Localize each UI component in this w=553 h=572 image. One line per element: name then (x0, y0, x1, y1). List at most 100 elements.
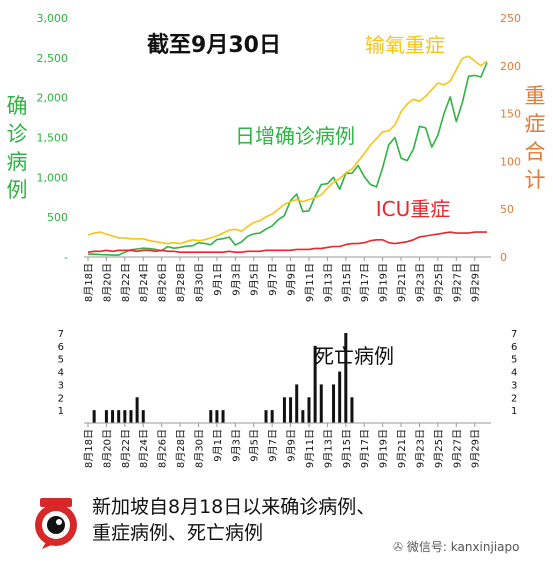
top-x-axis-tick-label: 9月23日 (414, 263, 426, 302)
bottom-x-axis-tick-label: 9月29日 (470, 429, 482, 468)
right-tick-label: 250 (500, 12, 521, 25)
left-tick-label: - (64, 251, 68, 264)
bottom-x-axis-tick-label: 8月24日 (138, 429, 150, 468)
series-line-输氧重症 (87, 55, 488, 245)
footer-line-1: 新加坡自8月18日以来确诊病例、 (92, 496, 376, 518)
top-x-axis-tick-label: 8月18日 (83, 263, 95, 302)
bottom-x-axis-tick-label: 8月28日 (175, 429, 187, 468)
bottom-x-axis-tick-label: 9月7日 (267, 429, 279, 462)
bottom-x-axis-tick-label: 9月25日 (433, 429, 445, 468)
death-bar (270, 410, 274, 423)
left-tick-label: 2,000 (37, 92, 69, 105)
death-bar (117, 410, 121, 423)
death-bar (344, 333, 348, 423)
bottom-x-axis-tick-label: 9月11日 (304, 429, 316, 468)
top-x-axis-tick-label: 9月29日 (470, 263, 482, 302)
bar-right-tick-label: 4 (511, 368, 517, 379)
death-bar (221, 410, 225, 423)
bar-right-tick-label: 2 (511, 393, 517, 404)
top-x-axis-tick-label: 9月21日 (396, 263, 408, 302)
right-axis-title-char: 重 (525, 84, 546, 108)
top-x-axis-tick-label: 9月25日 (433, 263, 445, 302)
death-bar (350, 397, 354, 423)
top-x-axis-tick-label: 8月20日 (101, 263, 113, 302)
footer-line-2: 重症病例、死亡病例 (92, 522, 264, 544)
watermark-text: 微信号: kanxinjiapo (406, 540, 520, 554)
wechat-icon: ✇ (393, 540, 407, 554)
left-axis-label: 确诊病例 (7, 94, 28, 202)
death-bar (209, 410, 213, 423)
bar-chart-title: 死亡病例 (314, 344, 394, 368)
top-x-axis-tick-label: 9月15日 (341, 263, 353, 302)
top-x-axis-tick-label: 9月1日 (212, 263, 224, 296)
left-tick-label: 1,500 (37, 132, 69, 145)
bottom-x-axis-tick-label: 9月27日 (451, 429, 463, 468)
bottom-x-axis-tick-label: 9月5日 (249, 429, 261, 462)
bar-left-tick-label: 6 (58, 342, 64, 353)
series-line-日增确诊病例 (87, 62, 488, 256)
top-x-axis-tick-label: 8月26日 (157, 263, 169, 302)
death-bar (307, 397, 311, 423)
chart-title: 截至9月30日 (147, 33, 281, 58)
bar-left-tick-label: 2 (58, 393, 64, 404)
top-x-axis-tick-label: 9月7日 (267, 263, 279, 296)
bottom-x-axis-tick-label: 8月18日 (83, 429, 95, 468)
right-tick-label: 50 (500, 203, 514, 216)
death-bar (111, 410, 115, 423)
bar-right-tick-label: 3 (511, 380, 517, 391)
death-bar (289, 397, 293, 423)
death-bar (319, 384, 323, 423)
death-bar (282, 397, 286, 423)
left-axis-ticks: - 500 1,000 1,500 2,000 2,500 3,000 (37, 12, 69, 264)
bottom-x-axis-tick-label: 9月1日 (212, 429, 224, 462)
death-bar (215, 410, 219, 423)
series-label-icu: ICU重症 (376, 197, 451, 221)
death-bar (313, 345, 317, 423)
bar-left-tick-label: 1 (58, 406, 64, 417)
right-tick-label: 100 (500, 155, 521, 168)
bar-right-tick-label: 1 (511, 406, 517, 417)
top-x-axis-tick-label: 9月5日 (249, 263, 261, 296)
death-bar (338, 371, 342, 423)
death-bar (135, 397, 139, 423)
left-axis-title-char: 病 (7, 150, 28, 174)
top-x-axis-tick-label: 8月28日 (175, 263, 187, 302)
death-bar (123, 410, 127, 423)
bottom-x-axis-tick-label: 9月15日 (341, 429, 353, 468)
bar-right-tick-label: 6 (511, 342, 517, 353)
bottom-x-axis-tick-label: 8月30日 (193, 429, 205, 468)
top-x-axis: 8月18日 8月20日 8月22日 8月24日 8月26日 8月28日 8月30日 9月1日 9… (83, 256, 491, 302)
right-axis-title-char: 合 (525, 140, 546, 164)
bottom-x-axis-tick-label: 8月20日 (101, 429, 113, 468)
logo-icon (32, 497, 80, 549)
bottom-x-axis-tick-label: 9月9日 (286, 429, 298, 462)
series-label-daily-cases: 日增确诊病例 (235, 124, 355, 148)
bar-left-tick-label: 5 (58, 355, 64, 366)
series-label-oxygen: 输氧重症 (365, 33, 445, 57)
footer-caption: 新加坡自8月18日以来确诊病例、 重症病例、死亡病例 (92, 494, 412, 546)
left-tick-label: 2,500 (37, 52, 69, 65)
left-axis-title-char: 诊 (7, 122, 28, 146)
line-series (87, 55, 488, 256)
bar-series (92, 333, 354, 423)
bar-left-axis-ticks: 1 2 34 5 6 7 (58, 329, 64, 417)
bottom-x-axis-tick-label: 9月23日 (414, 429, 426, 468)
right-axis-title-char: 症 (525, 112, 546, 136)
left-tick-label: 1,000 (37, 171, 69, 184)
death-bar (332, 384, 336, 423)
bottom-x-axis-tick-label: 9月13日 (322, 429, 334, 468)
death-bar (295, 384, 299, 423)
death-bar (301, 410, 305, 423)
bottom-x-axis-tick-label: 9月3日 (230, 429, 242, 462)
death-bar (129, 410, 133, 423)
bar-right-tick-label: 7 (511, 329, 517, 340)
left-axis-title-char: 例 (7, 178, 28, 202)
top-x-axis-tick-label: 9月27日 (451, 263, 463, 302)
bar-left-tick-label: 3 (58, 380, 64, 391)
right-tick-label: 200 (500, 60, 521, 73)
